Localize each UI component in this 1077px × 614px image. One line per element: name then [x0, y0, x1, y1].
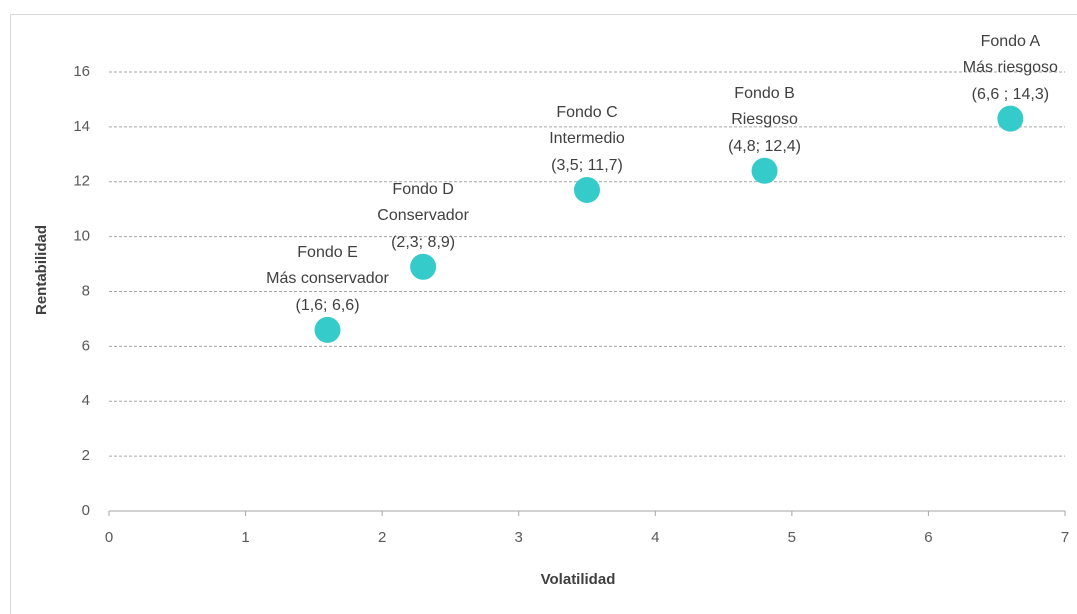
x-tick-label: 5: [788, 529, 796, 546]
x-tick-label: 6: [924, 529, 932, 546]
point-description: Más conservador: [266, 270, 389, 287]
y-tick-label: 10: [73, 228, 90, 245]
y-tick-label: 4: [82, 392, 90, 409]
point-name: Fondo A: [981, 33, 1041, 50]
point-name: Fondo D: [392, 181, 453, 198]
point-value-label: (1,6; 6,6): [295, 297, 359, 314]
point: [997, 105, 1024, 132]
point-name: Fondo B: [734, 85, 794, 102]
point-value-label: (2,3; 8,9): [391, 234, 455, 251]
point-value-label: (6,6 ; 14,3): [972, 86, 1049, 103]
x-tick-label: 7: [1061, 529, 1069, 546]
x-tick-label: 2: [378, 529, 386, 546]
point: [574, 176, 600, 203]
point-name: Fondo E: [297, 244, 357, 261]
x-tick-label: 4: [651, 529, 659, 546]
point: [751, 157, 778, 184]
point: [410, 253, 437, 280]
y-tick-label: 0: [82, 502, 90, 519]
y-tick-label: 16: [73, 63, 90, 80]
point-description: Más riesgoso: [963, 59, 1058, 76]
point-description: Intermedio: [549, 130, 625, 147]
y-tick-label: 12: [73, 173, 90, 190]
y-tick-label: 14: [73, 118, 90, 135]
x-tick-label: 0: [105, 529, 113, 546]
point-description: Riesgoso: [731, 111, 798, 128]
y-tick-label: 8: [82, 282, 90, 299]
y-tick-label: 6: [82, 337, 90, 354]
point-value-label: (3,5; 11,7): [551, 157, 623, 174]
point: [314, 316, 341, 343]
point-name: Fondo C: [556, 104, 617, 121]
point-value-label: (4,8; 12,4): [728, 138, 801, 155]
x-tick-label: 1: [241, 529, 249, 546]
x-tick-label: 3: [515, 529, 523, 546]
point-description: Conservador: [377, 207, 469, 224]
y-axis-title: Rentabilidad: [33, 225, 50, 315]
chart-border: [10, 14, 1077, 614]
y-tick-label: 2: [82, 447, 90, 464]
x-axis-title: Volatilidad: [541, 571, 616, 588]
